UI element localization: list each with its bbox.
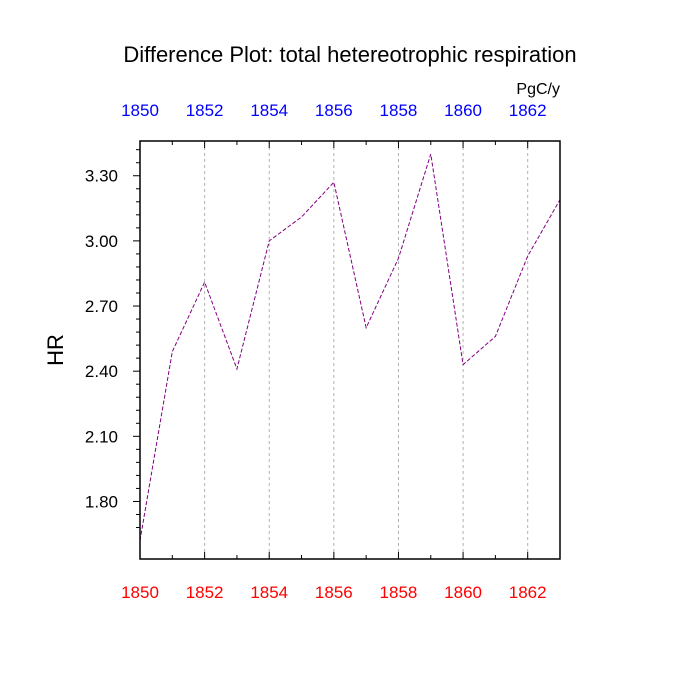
y-tick-label: 2.10 bbox=[85, 427, 118, 446]
x-tick-label-bottom: 1862 bbox=[509, 583, 547, 602]
series-layer bbox=[139, 153, 561, 541]
grid-lines bbox=[204, 141, 529, 559]
x-tick-label-top: 1856 bbox=[315, 101, 353, 120]
y-tick-label: 3.00 bbox=[85, 232, 118, 251]
chart-title: Difference Plot: total hetereotrophic re… bbox=[123, 42, 576, 67]
y-tick-label: 3.30 bbox=[85, 167, 118, 186]
x-tick-label-top: 1852 bbox=[186, 101, 224, 120]
x-tick-label-top: 1854 bbox=[250, 101, 288, 120]
series-line-hr bbox=[139, 153, 561, 541]
x-tick-label-top: 1850 bbox=[121, 101, 159, 120]
units-label: PgC/y bbox=[516, 81, 560, 98]
x-tick-label-top: 1858 bbox=[380, 101, 418, 120]
x-tick-label-bottom: 1858 bbox=[380, 583, 418, 602]
x-tick-label-bottom: 1852 bbox=[186, 583, 224, 602]
x-tick-label-bottom: 1860 bbox=[444, 583, 482, 602]
x-tick-label-bottom: 1850 bbox=[121, 583, 159, 602]
tick-labels: 1850 1852 1854 1856 1858 1860 1862 1850 1852 1854… bbox=[85, 101, 547, 602]
y-tick-label: 2.70 bbox=[85, 297, 118, 316]
x-tick-label-top: 1860 bbox=[444, 101, 482, 120]
y-tick-label: 1.80 bbox=[85, 492, 118, 511]
axis-ticks bbox=[133, 141, 561, 559]
plot-frame bbox=[139, 140, 561, 560]
x-tick-label-bottom: 1856 bbox=[315, 583, 353, 602]
y-axis-label: HR bbox=[43, 334, 68, 366]
x-tick-label-top: 1862 bbox=[509, 101, 547, 120]
x-tick-label-bottom: 1854 bbox=[250, 583, 288, 602]
y-tick-label: 2.40 bbox=[85, 362, 118, 381]
